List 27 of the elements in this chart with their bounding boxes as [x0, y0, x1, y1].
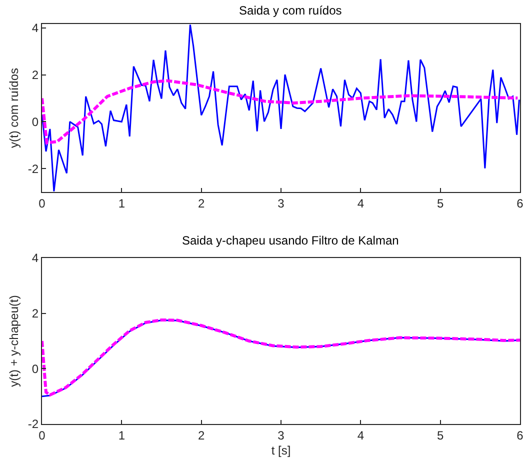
- x-tick-label: 4: [357, 428, 364, 442]
- y-tick-label: 0: [32, 362, 39, 376]
- x-axis-title: t [s]: [271, 443, 291, 458]
- x-tick-label: 4: [357, 196, 364, 210]
- line-series: [42, 79, 520, 144]
- x-tick-label: 6: [516, 428, 524, 442]
- x-tick-label: 1: [118, 428, 126, 442]
- x-tick-label: 3: [278, 428, 285, 442]
- y-tick-label: 4: [32, 251, 39, 266]
- chart-title: Saida y com ruídos: [239, 3, 342, 18]
- x-tick-label: 2: [198, 428, 205, 442]
- line-series: [42, 24, 520, 192]
- y-tick-label: -2: [28, 162, 39, 176]
- x-tick-label: 3: [278, 196, 285, 210]
- x-tick-label: 6: [516, 196, 524, 210]
- x-tick-label: 2: [198, 196, 205, 210]
- x-tick-label: 5: [436, 428, 444, 442]
- y-axis-title: y(t) + y-chapeu(t): [7, 295, 22, 387]
- chart-title: Saida y-chapeu usando Filtro de Kalman: [182, 233, 399, 248]
- y-tick-label: 4: [32, 21, 39, 36]
- y-tick-label: 2: [32, 306, 39, 321]
- x-tick-label: 5: [436, 196, 444, 210]
- x-tick-label: 1: [118, 196, 126, 210]
- y-tick-label: -2: [28, 417, 39, 432]
- y-tick-label: 2: [32, 68, 39, 82]
- y-tick-label: 0: [32, 114, 39, 129]
- y-axis-title: y(t) com ruídos: [7, 68, 22, 148]
